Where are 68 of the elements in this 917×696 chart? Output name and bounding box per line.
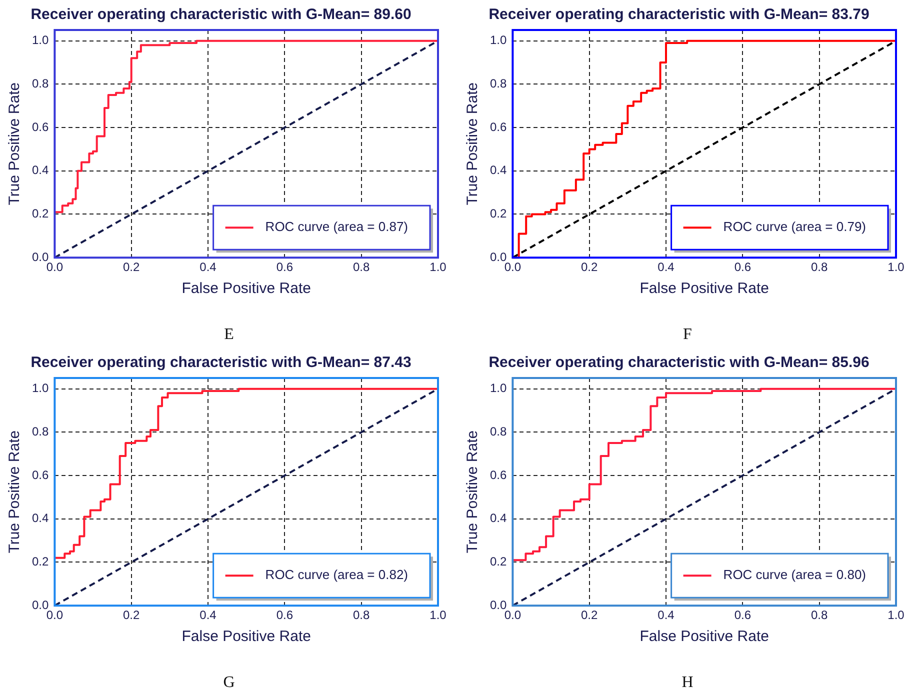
- chart-title: Receiver operating characteristic with G-Mean= 89.60: [30, 6, 412, 24]
- chart-title: Receiver operating characteristic with G-Mean= 83.79: [488, 6, 870, 24]
- text: F: [682, 326, 693, 344]
- y-axis-title: True Positive Rate: [6, 430, 24, 554]
- y-axis-title: True Positive Rate: [6, 82, 24, 206]
- x-tick-label: 0.2: [123, 608, 140, 622]
- y-tick-label: 1.0: [32, 33, 49, 48]
- y-tick-label: 0.6: [32, 120, 49, 134]
- y-tick-label: 1.0: [490, 381, 507, 396]
- x-tick-label: 0.8: [352, 260, 370, 274]
- chart-title: Receiver operating characteristic with G-Mean= 85.96: [488, 354, 870, 372]
- y-tick-label: 0.6: [490, 468, 507, 482]
- y-tick-label: 0.8: [32, 76, 49, 91]
- x-tick-label: 1.0: [888, 608, 905, 622]
- y-tick-label: 0.2: [490, 206, 507, 221]
- x-tick-label: 0.8: [810, 608, 828, 622]
- x-tick-label: 0.6: [276, 608, 294, 622]
- x-axis-title: False Positive Rate: [640, 280, 769, 298]
- y-axis-title: True Positive Rate: [464, 82, 482, 206]
- x-tick-label: 0.2: [123, 260, 140, 274]
- y-tick-label: 0.6: [32, 468, 49, 482]
- x-tick-label: 0.0: [46, 608, 64, 622]
- y-axis-title: True Positive Rate: [464, 430, 482, 554]
- y-tick-label: 0.2: [490, 554, 507, 569]
- y-tick-label: 0.4: [32, 511, 49, 526]
- x-tick-label: 0.8: [352, 608, 370, 622]
- y-tick-label: 0.4: [490, 511, 507, 526]
- x-tick-label: 1.0: [430, 608, 447, 622]
- legend-label: ROC curve (area = 0.87): [265, 219, 408, 234]
- x-axis-title: False Positive Rate: [182, 628, 311, 646]
- y-tick-label: 0.0: [32, 250, 49, 264]
- y-tick-label: 0.2: [32, 206, 49, 221]
- x-tick-label: 1.0: [888, 260, 905, 274]
- y-tick-label: 0.6: [490, 120, 507, 134]
- x-tick-label: 1.0: [430, 260, 447, 274]
- x-tick-label: 0.8: [810, 260, 828, 274]
- x-tick-label: 0.0: [46, 260, 64, 274]
- text: H: [680, 674, 694, 692]
- y-tick-label: 0.2: [32, 554, 49, 569]
- legend-label: ROC curve (area = 0.80): [723, 567, 866, 582]
- legend-label: ROC curve (area = 0.82): [265, 567, 408, 582]
- legend-label: ROC curve (area = 0.79): [723, 219, 866, 234]
- y-tick-label: 1.0: [32, 381, 49, 396]
- x-tick-label: 0.4: [200, 260, 217, 274]
- y-tick-label: 0.0: [490, 250, 507, 264]
- x-tick-label: 0.4: [658, 260, 675, 274]
- y-tick-label: 0.4: [32, 163, 49, 178]
- text: E: [223, 326, 235, 344]
- x-tick-label: 0.6: [734, 608, 752, 622]
- x-tick-label: 0.4: [658, 608, 675, 622]
- chart-title: Receiver operating characteristic with G-Mean= 87.43: [30, 354, 412, 372]
- y-tick-label: 0.0: [32, 598, 49, 612]
- x-tick-label: 0.4: [200, 608, 217, 622]
- y-tick-label: 0.8: [490, 424, 507, 439]
- y-tick-label: 0.8: [490, 76, 507, 91]
- x-tick-label: 0.2: [581, 260, 598, 274]
- x-axis-title: False Positive Rate: [640, 628, 769, 646]
- y-tick-label: 0.8: [32, 424, 49, 439]
- x-tick-label: 0.0: [504, 260, 522, 274]
- x-tick-label: 0.6: [276, 260, 294, 274]
- x-tick-label: 0.6: [734, 260, 752, 274]
- text: G: [222, 674, 236, 692]
- y-tick-label: 1.0: [490, 33, 507, 48]
- x-axis-title: False Positive Rate: [182, 280, 311, 298]
- y-tick-label: 0.0: [490, 598, 507, 612]
- x-tick-label: 0.2: [581, 608, 598, 622]
- x-tick-label: 0.0: [504, 608, 522, 622]
- y-tick-label: 0.4: [490, 163, 507, 178]
